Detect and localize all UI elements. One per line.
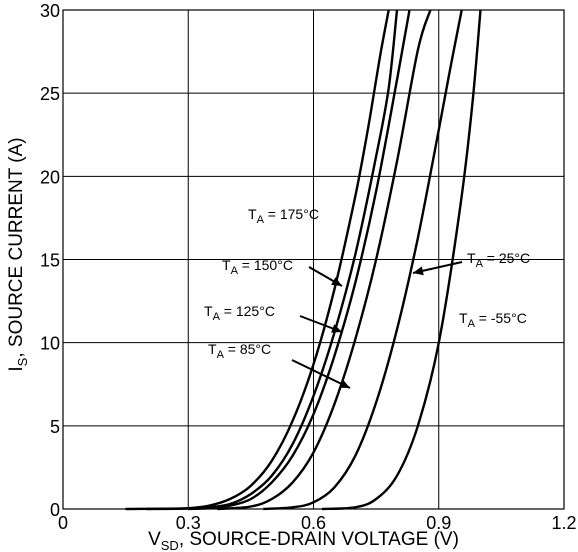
x-tick-label: 0.9 bbox=[426, 513, 451, 533]
x-tick-label: 0.3 bbox=[176, 513, 201, 533]
annotation-arrow-line-2 bbox=[291, 359, 351, 389]
x-axis-title: VSD, SOURCE-DRAIN VOLTAGE (V) bbox=[148, 529, 459, 552]
x-axis-title-rest: , SOURCE-DRAIN VOLTAGE (V) bbox=[179, 529, 459, 550]
y-tick-label: 25 bbox=[40, 84, 60, 104]
series-curve-4 bbox=[263, 9, 463, 511]
grid-lines bbox=[63, 10, 564, 509]
y-axis-title: IS, SOURCE CURRENT (A) bbox=[6, 137, 30, 371]
y-tick-label: 10 bbox=[40, 334, 60, 354]
y-tick-label: 30 bbox=[40, 1, 60, 21]
annotation-arrow-head-1 bbox=[331, 324, 342, 333]
series-curve-5 bbox=[321, 9, 482, 511]
x-axis-title-main: V bbox=[148, 529, 161, 550]
x-tick-labels: 0 0.3 0.6 0.9 1.2 bbox=[58, 513, 577, 533]
y-axis-title-rest: , SOURCE CURRENT (A) bbox=[6, 137, 27, 357]
y-tick-label: 20 bbox=[40, 167, 60, 187]
annotation-25c: TA = 25°C bbox=[467, 250, 530, 270]
annotation-arrow-head-2 bbox=[339, 379, 350, 388]
annotation-125c: TA = 125°C bbox=[204, 303, 275, 323]
y-tick-labels: 0 5 10 15 20 25 30 bbox=[40, 1, 60, 520]
plot-frame bbox=[62, 9, 565, 510]
annotation-arrow-head-3 bbox=[413, 266, 424, 276]
x-tick-label: 0.6 bbox=[301, 513, 326, 533]
annotation-85c: TA = 85°C bbox=[208, 341, 271, 361]
y-tick-label: 15 bbox=[40, 251, 60, 271]
x-tick-label: 1.2 bbox=[551, 513, 576, 533]
annotation-175c: TA = 175°C bbox=[248, 206, 319, 226]
y-axis-title-main: I bbox=[6, 366, 27, 371]
annotation-arrow-head-0 bbox=[331, 277, 342, 286]
x-tick-label: 0 bbox=[58, 513, 68, 533]
y-tick-label: 0 bbox=[50, 500, 60, 520]
annotation-minus55c: TA = -55°C bbox=[459, 310, 527, 330]
y-tick-label: 5 bbox=[50, 417, 60, 437]
annotation-arrows bbox=[291, 261, 463, 389]
x-axis-title-subscript: SD bbox=[161, 538, 179, 552]
series-curve-2 bbox=[188, 9, 411, 511]
temperature-labels: TA = 175°C TA = 150°C TA = 125°C TA = 85… bbox=[204, 206, 530, 361]
y-axis-title-subscript: S bbox=[15, 357, 30, 366]
annotation-150c: TA = 150°C bbox=[222, 257, 293, 277]
